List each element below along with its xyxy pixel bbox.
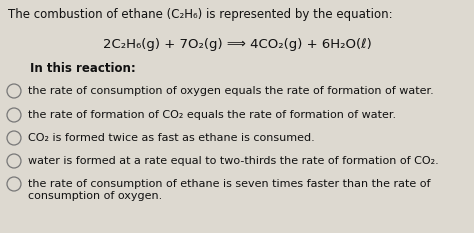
Text: the rate of consumption of ethane is seven times faster than the rate of
consump: the rate of consumption of ethane is sev… <box>28 179 430 201</box>
Text: the rate of consumption of oxygen equals the rate of formation of water.: the rate of consumption of oxygen equals… <box>28 86 434 96</box>
Text: CO₂ is formed twice as fast as ethane is consumed.: CO₂ is formed twice as fast as ethane is… <box>28 133 315 143</box>
Text: water is formed at a rate equal to two-thirds the rate of formation of CO₂.: water is formed at a rate equal to two-t… <box>28 156 439 166</box>
Text: In this reaction:: In this reaction: <box>30 62 136 75</box>
Text: 2C₂H₆(g) + 7O₂(g) ⟹ 4CO₂(g) + 6H₂O(ℓ): 2C₂H₆(g) + 7O₂(g) ⟹ 4CO₂(g) + 6H₂O(ℓ) <box>103 38 371 51</box>
Text: The combustion of ethane (C₂H₆) is represented by the equation:: The combustion of ethane (C₂H₆) is repre… <box>8 8 392 21</box>
Text: the rate of formation of CO₂ equals the rate of formation of water.: the rate of formation of CO₂ equals the … <box>28 110 396 120</box>
